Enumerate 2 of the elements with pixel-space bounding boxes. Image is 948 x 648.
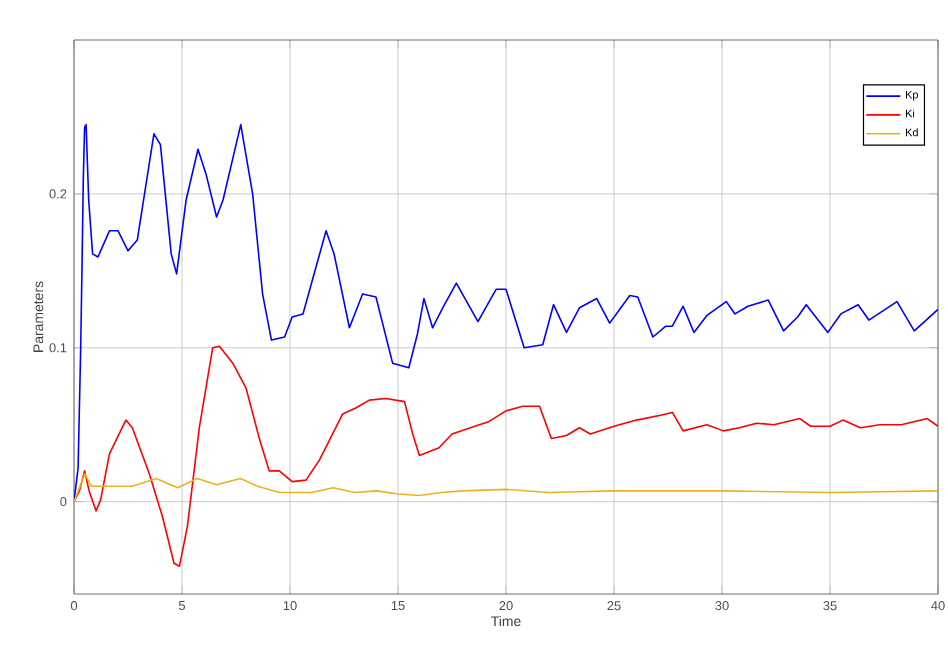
line-series [74,123,939,503]
line-series [74,345,939,568]
